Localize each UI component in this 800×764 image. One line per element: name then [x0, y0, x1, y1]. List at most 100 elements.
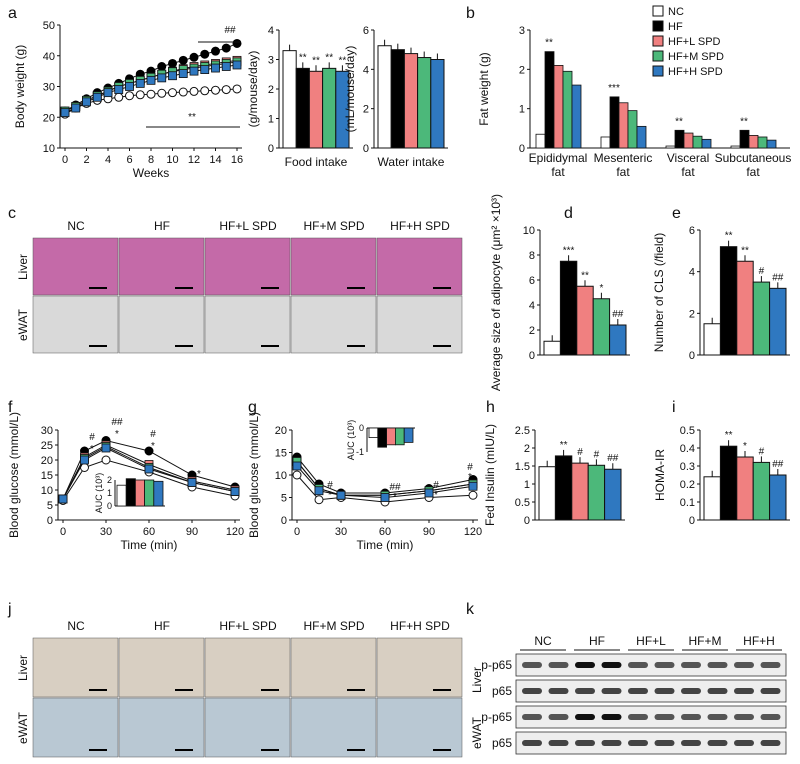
y-tick-label: 0: [281, 515, 287, 527]
x-tick-label: fat: [746, 165, 760, 179]
x-tick-label: 30: [100, 526, 112, 538]
panel-letter-i: i: [672, 399, 676, 416]
significance-mark: **: [312, 55, 320, 66]
y-tick-label: 10: [523, 225, 535, 237]
point-NC: [168, 88, 177, 98]
bar-HF+L SPD: [308, 70, 324, 149]
x-tick-label: Mesenteric: [594, 151, 653, 165]
y-tick-label: 6: [689, 225, 695, 237]
inset-bar-HF+L SPD: [134, 479, 145, 507]
y-tick-label: 5: [47, 500, 53, 512]
bar-HF+H SPD: [604, 468, 622, 521]
point-HF: [211, 46, 220, 56]
significance-mark: *: [599, 283, 603, 294]
x-tick-label: 0: [60, 526, 66, 538]
blot-band: [601, 688, 622, 694]
blot-band: [707, 688, 728, 694]
point-NC: [211, 85, 220, 95]
bar-HF+M SPD: [692, 135, 703, 149]
y-axis-label: Average size of adipocyte (μm² ×10³): [489, 194, 503, 391]
legend-swatch-HF+H SPD: [652, 65, 664, 77]
bar-HF+L SPD: [683, 132, 694, 149]
y-tick-label: 0: [524, 515, 530, 527]
point-HF: [178, 55, 188, 65]
point-HF: [200, 49, 210, 59]
point-HF+H SPD: [178, 69, 188, 78]
series-line-NC: [62, 459, 236, 501]
blot-band: [575, 688, 595, 694]
point-HF+H SPD: [230, 487, 240, 496]
blot-band: [601, 740, 622, 746]
significance-mark: #: [433, 480, 439, 491]
point-NC: [468, 490, 478, 500]
y-tick-label: 4: [689, 267, 695, 279]
bar-HF: [719, 246, 738, 356]
blot-band: [575, 740, 595, 746]
point-HF+H SPD: [232, 60, 242, 70]
blot-band: [548, 714, 569, 720]
blot-band: [522, 662, 542, 668]
y-tick-label: 1.5: [515, 461, 530, 473]
blot-strip: [515, 679, 787, 703]
histology-j-image: [32, 637, 119, 698]
bar-HF+L SPD: [618, 102, 629, 149]
point-HF+H SPD: [125, 82, 134, 91]
inset-tick-label: 2: [107, 475, 112, 485]
bar-HF+H SPD: [571, 84, 582, 149]
y-axis-label: Fat weight (g): [477, 52, 491, 125]
histology-c-image: [118, 295, 205, 354]
inset-ylabel: AUC (10³): [346, 420, 356, 461]
y-tick-label: 10: [275, 470, 287, 482]
point-NC: [135, 90, 145, 100]
bar-HF+M SPD: [752, 461, 771, 521]
histology-c-row-label: eWAT: [16, 308, 30, 341]
bar-NC: [282, 50, 297, 149]
western-group-label: NC: [534, 634, 552, 648]
significance-mark: *: [743, 441, 747, 452]
x-tick-label: 6: [126, 154, 132, 166]
legend-label-HF+H SPD: HF+H SPD: [668, 66, 723, 78]
tissue-label: Liver: [470, 667, 484, 693]
point-NC: [178, 87, 188, 97]
significance-mark: **: [545, 38, 553, 49]
x-tick-label: 120: [464, 526, 482, 538]
histology-j-col-label: HF+L SPD: [219, 619, 277, 633]
blot-band: [628, 740, 648, 746]
blot-band: [522, 740, 542, 746]
blot-band: [734, 740, 754, 746]
legend-swatch-HF+L SPD: [652, 35, 664, 47]
bar-HF+H SPD: [766, 139, 777, 149]
panel-letter-a: a: [8, 5, 17, 22]
y-tick-label: 1: [268, 114, 274, 126]
y-tick-label: 0: [363, 143, 369, 155]
x-axis-label: Time (min): [121, 538, 178, 552]
series-line-HF+M SPD: [296, 461, 474, 496]
y-axis-label: Number of CLS (/field): [652, 233, 666, 352]
histology-c-image: [290, 237, 377, 296]
point-HF+H SPD: [314, 486, 324, 496]
y-axis-label: Blood glucose (mmol/L): [247, 412, 261, 538]
significance-mark: ##: [772, 272, 784, 283]
blot-band: [628, 662, 648, 668]
y-tick-label: 2: [529, 325, 535, 337]
point-HF+H SPD: [80, 455, 89, 465]
blot-strip: [515, 653, 787, 677]
x-tick-label: 90: [423, 526, 435, 538]
y-tick-label: 10: [41, 485, 53, 497]
y-tick-label: 30: [43, 82, 55, 94]
x-tick-label: 60: [143, 526, 155, 538]
bar-HF+L SPD: [736, 456, 754, 521]
significance-mark: *: [328, 490, 332, 501]
panel-letter-f: f: [8, 399, 13, 416]
significance-mark: *: [468, 472, 472, 483]
histology-c-col-label: NC: [67, 219, 85, 233]
histology-c-image: [118, 237, 205, 296]
y-tick-label: 0.2: [680, 479, 695, 491]
significance-mark: **: [675, 116, 683, 127]
point-HF+H SPD: [114, 85, 124, 94]
inset-bar-NC: [368, 427, 379, 439]
point-NC: [314, 495, 324, 505]
bar-HF+H SPD: [609, 324, 627, 356]
significance-mark: **: [560, 440, 568, 451]
